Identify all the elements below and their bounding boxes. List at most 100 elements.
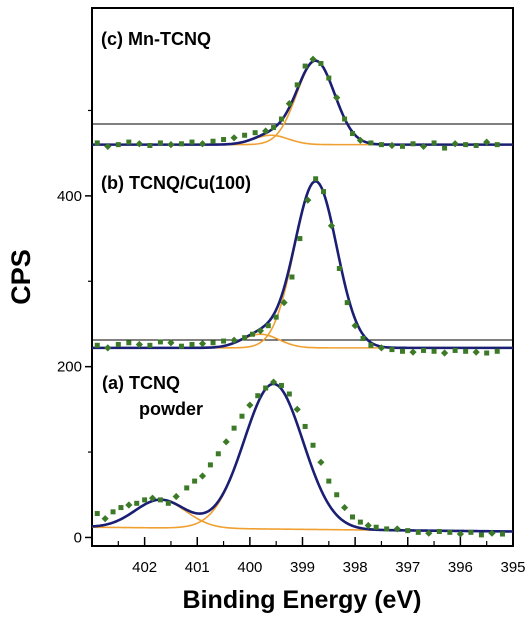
data-point [447, 529, 453, 535]
x-tick-label: 398 [343, 559, 368, 576]
data-point [483, 138, 491, 146]
data-point [280, 299, 288, 307]
data-point [377, 344, 386, 352]
data-point [269, 378, 278, 386]
data-point [473, 142, 479, 148]
data-point [494, 142, 500, 148]
data-point [336, 265, 342, 271]
data-point [256, 327, 264, 335]
data-point [484, 350, 490, 356]
data-point [142, 497, 148, 503]
data-point [494, 348, 500, 354]
data-point [134, 500, 140, 506]
data-point [210, 138, 216, 144]
data-point [451, 140, 459, 148]
data-point [263, 385, 269, 391]
data-point [178, 141, 184, 147]
data-point [255, 393, 261, 399]
fit-curve-2 [92, 59, 513, 146]
data-point [294, 82, 300, 88]
component-curve-2-1 [92, 134, 513, 146]
x-axis-title: Binding Energy (eV) [183, 586, 422, 614]
data-point [198, 472, 207, 480]
data-point [318, 61, 324, 67]
data-point [334, 492, 340, 498]
x-tick-label: 395 [500, 559, 525, 576]
data-point [342, 116, 348, 122]
data-point [94, 140, 100, 146]
data-point [285, 100, 293, 108]
data-point [101, 515, 109, 523]
data-point [246, 401, 254, 409]
data-point [302, 63, 308, 69]
data-point [210, 340, 216, 346]
data-point [242, 132, 248, 138]
data-point [373, 524, 379, 530]
data-point [409, 348, 417, 356]
data-point [452, 347, 458, 353]
data-point [230, 336, 238, 344]
x-tick-label: 396 [448, 559, 473, 576]
data-point [126, 139, 132, 145]
data-point [349, 131, 355, 137]
y-axis-title: CPS [6, 249, 36, 305]
panel-label-a-line2: powder [139, 399, 203, 419]
y-tick-label: 200 [57, 359, 82, 376]
data-point [147, 142, 153, 148]
data-point [349, 514, 355, 520]
component-curves [91, 60, 514, 533]
data-point [215, 451, 221, 457]
data-point [110, 509, 116, 515]
data-point [399, 348, 405, 354]
data-point [262, 127, 270, 135]
data-point [415, 529, 421, 535]
data-point [167, 339, 175, 347]
data-point [421, 347, 427, 353]
data-point [165, 500, 171, 506]
data-point [327, 222, 336, 230]
data-point [293, 405, 301, 413]
data-point [157, 339, 163, 345]
data-point [115, 341, 121, 347]
data-point [302, 423, 308, 429]
data-point [94, 511, 100, 517]
data-point [405, 528, 411, 534]
data-point [368, 140, 374, 146]
x-tick-label: 400 [237, 559, 262, 576]
data-points [94, 55, 505, 538]
data-point [456, 530, 464, 538]
data-point [321, 189, 327, 195]
data-point [431, 140, 437, 146]
data-point [239, 413, 245, 419]
data-point [126, 340, 132, 346]
panel-label-c: (c) Mn-TCNQ [101, 29, 211, 49]
data-point [192, 478, 198, 484]
data-point [341, 503, 349, 512]
data-point [94, 342, 100, 348]
component-curve-1-1 [92, 333, 513, 349]
data-point [317, 458, 325, 466]
data-point [221, 137, 227, 143]
panel-label-b: (b) TCNQ/Cu(100) [101, 173, 251, 193]
axis-ticks: 402 401 400 399 398 397 396 395 0 200 400 [57, 109, 526, 576]
data-point [389, 347, 395, 353]
data-point [125, 501, 133, 509]
data-point [278, 116, 284, 122]
data-point [222, 438, 230, 446]
data-point [104, 344, 112, 352]
data-point [326, 478, 332, 484]
data-point [289, 274, 295, 280]
data-point [265, 323, 271, 329]
data-point [231, 425, 237, 431]
x-tick-label: 397 [395, 559, 420, 576]
data-point [313, 176, 319, 182]
data-point [221, 338, 227, 344]
data-point [167, 141, 175, 149]
data-point [271, 125, 277, 131]
data-point [393, 525, 401, 533]
data-point [488, 529, 496, 537]
data-point [364, 521, 372, 530]
data-point [388, 141, 396, 150]
data-point [250, 331, 256, 337]
